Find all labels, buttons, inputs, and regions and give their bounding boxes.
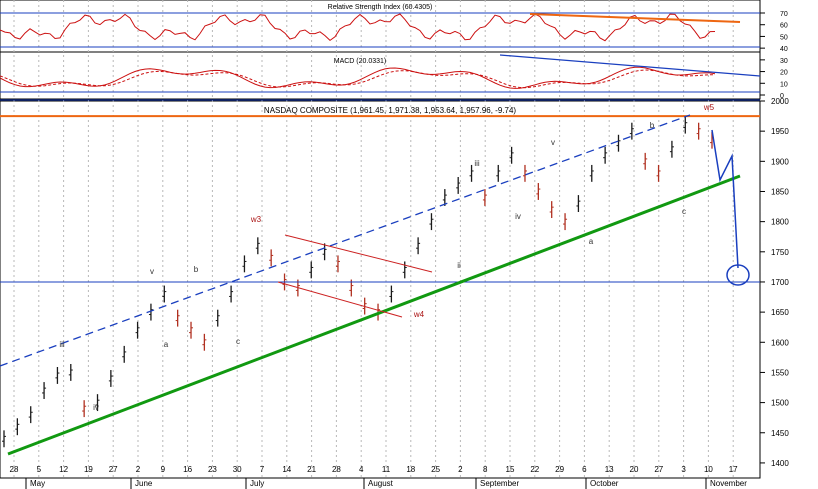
x-day-label: 10 (704, 465, 713, 474)
x-day-label: 5 (37, 465, 42, 474)
wave-label: v (551, 138, 555, 147)
price-panel (0, 100, 761, 479)
x-day-label: 4 (359, 465, 364, 474)
indicator-tick-label: 60 (780, 23, 788, 30)
price-title: NASDAQ COMPOSITE (1,961.45, 1,971.38, 1,… (264, 106, 516, 115)
x-day-label: 27 (654, 465, 663, 474)
x-day-label: 11 (382, 465, 391, 474)
x-day-label: 18 (406, 465, 415, 474)
lower-trend-channel (7, 174, 741, 456)
macd-divergence-line (499, 54, 761, 77)
wave-label: c (236, 337, 240, 346)
x-day-label: 14 (282, 465, 291, 474)
x-day-label: 3 (681, 465, 686, 474)
x-day-label: 15 (506, 465, 515, 474)
x-day-label: 17 (729, 465, 738, 474)
y-tick-label: 1550 (771, 368, 789, 377)
x-month-label: June (135, 479, 153, 488)
x-day-label: 30 (233, 465, 242, 474)
x-day-label: 2 (136, 465, 141, 474)
macd-series (0, 54, 761, 93)
y-tick-label: 1450 (771, 429, 789, 438)
indicator-tick-label: 40 (780, 46, 788, 53)
x-day-label: 28 (10, 465, 19, 474)
wave-label: c (682, 207, 686, 216)
wave-label: w5 (703, 103, 715, 112)
wave-label: a (589, 237, 594, 246)
projection-path (711, 129, 739, 269)
indicator-tick-label: 70 (780, 11, 788, 18)
x-day-label: 8 (483, 465, 488, 474)
price-series (2, 116, 714, 448)
wave-label: v (150, 267, 154, 276)
x-day-label: 7 (260, 465, 265, 474)
y-tick-label: 1400 (771, 459, 789, 468)
x-day-label: 2 (458, 465, 463, 474)
x-day-label: 12 (59, 465, 68, 474)
wedge-upper (284, 234, 433, 273)
y-tick-label: 1600 (771, 338, 789, 347)
axes: 28 5 12 19 27 2 9 16 23 30 7 14 21 28 4 11 18 25 2 8 15 22 29 6… (0, 11, 789, 489)
wave-label: w3 (250, 215, 262, 224)
x-day-label: 9 (161, 465, 166, 474)
x-day-label: 21 (307, 465, 316, 474)
x-month-label: July (250, 479, 264, 488)
macd-title: MACD (20.0331) (334, 58, 387, 65)
x-day-label: 27 (109, 465, 118, 474)
wave-label: iii (59, 340, 65, 349)
x-month-label: August (368, 479, 394, 488)
x-day-label: 6 (582, 465, 587, 474)
x-day-label: 25 (431, 465, 440, 474)
indicator-tick-label: 30 (780, 58, 788, 65)
rsi-series (0, 12, 760, 48)
rsi-panel (0, 0, 761, 53)
rsi-title: Relative Strength Index (60.4305) (328, 4, 433, 11)
target-circle (726, 264, 750, 286)
x-month-label: September (480, 479, 519, 488)
x-month-label: May (30, 479, 45, 488)
x-day-label: 20 (630, 465, 639, 474)
x-day-label: 19 (84, 465, 93, 474)
rsi-divergence-line (529, 13, 741, 23)
upper-trend-channel (0, 114, 691, 367)
wedge-lower (277, 281, 403, 318)
wave-label: w4 (413, 310, 425, 319)
y-tick-label: 1700 (771, 278, 789, 287)
x-day-label: 23 (208, 465, 217, 474)
x-day-label: 16 (183, 465, 192, 474)
y-tick-label: 1850 (771, 187, 789, 196)
wave-label: iii (474, 159, 480, 168)
y-tick-label: 1500 (771, 399, 789, 408)
wave-label: b (650, 121, 655, 130)
rsi-line (0, 13, 716, 42)
y-tick-label: 1800 (771, 218, 789, 227)
x-month-label: November (710, 479, 747, 488)
x-month-label: October (590, 479, 619, 488)
indicator-tick-label: 20 (780, 70, 788, 77)
trend-overlays (0, 114, 760, 456)
x-day-label: 22 (530, 465, 539, 474)
wave-label: b (194, 265, 199, 274)
indicator-tick-label: 50 (780, 34, 788, 41)
y-tick-label: 1750 (771, 248, 789, 257)
wave-label: a (164, 340, 169, 349)
wave-label: iv (93, 403, 99, 412)
y-tick-label: 1650 (771, 308, 789, 317)
y-tick-label: 1900 (771, 157, 789, 166)
x-day-label: 29 (555, 465, 564, 474)
x-day-label: 13 (605, 465, 614, 474)
wave-label: ii (457, 261, 461, 270)
y-tick-label: 1950 (771, 127, 789, 136)
y-tick-label: 2000 (771, 97, 789, 106)
x-day-label: 28 (332, 465, 341, 474)
macd-signal-line (0, 69, 715, 89)
wave-label: iv (515, 212, 521, 221)
macd-line (0, 66, 716, 89)
indicator-tick-label: 0 (780, 93, 784, 100)
indicator-tick-label: 10 (780, 81, 788, 88)
